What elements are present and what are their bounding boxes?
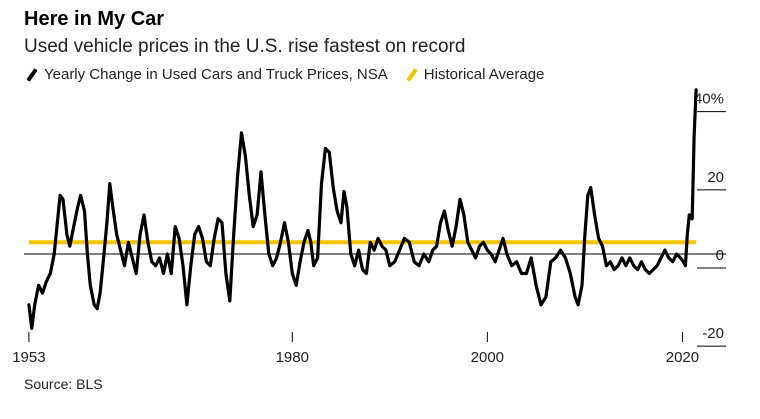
legend: Yearly Change in Used Cars and Truck Pri… — [24, 66, 560, 83]
x-axis-ticks: 1953 1980 2000 2020 — [12, 332, 699, 366]
used-car-prices-line — [27, 88, 698, 330]
chart-subtitle: Used vehicle prices in the U.S. rise fas… — [24, 36, 466, 57]
legend-item-historical-average: Historical Average — [404, 66, 545, 83]
y-tick-label-0: 40% — [694, 91, 724, 108]
x-tick-label-1: 1980 — [276, 349, 309, 366]
x-tick-label-2: 2000 — [471, 349, 504, 366]
x-tick-label-0: 1953 — [12, 349, 45, 366]
legend-label-used-car-prices: Yearly Change in Used Cars and Truck Pri… — [44, 66, 388, 83]
legend-label-historical-average: Historical Average — [423, 66, 545, 83]
chart-title: Here in My Car — [24, 8, 165, 30]
y-tick-label-2: 0 — [716, 247, 724, 264]
y-tick-label-1: 20 — [707, 169, 724, 186]
y-axis-ticks: 40% 20 0 -20 — [694, 91, 726, 347]
source-note: Source: BLS — [24, 376, 103, 392]
legend-item-used-car-prices: Yearly Change in Used Cars and Truck Pri… — [24, 66, 388, 83]
y-tick-label-3: -20 — [702, 325, 724, 342]
x-tick-label-3: 2020 — [666, 349, 699, 366]
